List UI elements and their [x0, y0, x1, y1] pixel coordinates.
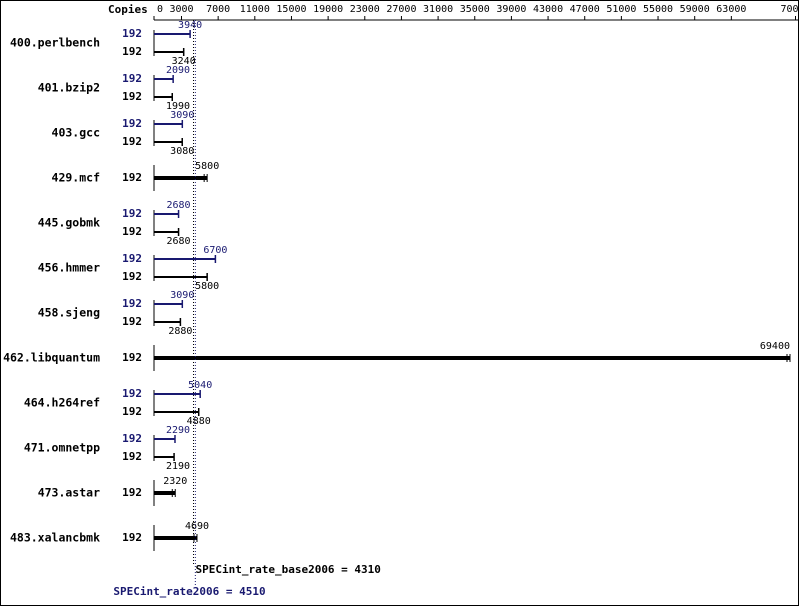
value-label: 2880 [168, 326, 192, 337]
value-label: 5040 [188, 380, 212, 391]
category-label: 473.astar [38, 486, 100, 500]
value-label: 3240 [172, 56, 196, 67]
x-tick-label: 11000 [240, 4, 270, 15]
copies-label: 192 [122, 297, 142, 310]
category-label: 456.hmmer [38, 261, 100, 275]
category-label: 403.gcc [52, 126, 100, 140]
x-tick-label: 15000 [276, 4, 306, 15]
x-tick-label: 7000 [206, 4, 230, 15]
value-label: 4880 [187, 416, 211, 427]
value-label: 4690 [185, 521, 209, 532]
x-tick-label: 35000 [460, 4, 490, 15]
copies-label: 192 [122, 270, 142, 283]
value-label: 3090 [170, 110, 194, 121]
value-label: 2290 [166, 425, 190, 436]
category-label: 401.bzip2 [38, 81, 100, 95]
category-label: 400.perlbench [10, 36, 100, 50]
x-tick-label: 19000 [313, 4, 343, 15]
category-label: 464.h264ref [24, 396, 100, 410]
value-label: 1990 [166, 101, 190, 112]
x-tick-label: 55000 [643, 4, 673, 15]
value-label: 3090 [170, 290, 194, 301]
value-label: 2680 [167, 236, 191, 247]
copies-label: 192 [122, 45, 142, 58]
category-label: 458.sjeng [38, 306, 100, 320]
copies-label: 192 [122, 171, 142, 184]
copies-label: 192 [122, 135, 142, 148]
x-tick-label: 51000 [606, 4, 636, 15]
copies-label: 192 [122, 90, 142, 103]
copies-label: 192 [122, 207, 142, 220]
x-tick-label: 47000 [570, 4, 600, 15]
x-tick-label: 70000 [780, 4, 799, 15]
copies-label: 192 [122, 432, 142, 445]
x-tick-label: 27000 [386, 4, 416, 15]
value-label: 5800 [195, 161, 219, 172]
reference-label: SPECint_rate_base2006 = 4310 [195, 563, 380, 576]
copies-label: 192 [122, 225, 142, 238]
copies-label: 192 [122, 351, 142, 364]
copies-label: 192 [122, 405, 142, 418]
x-tick-label: 59000 [680, 4, 710, 15]
copies-header: Copies [108, 3, 148, 16]
value-label: 69400 [760, 341, 790, 352]
category-label: 471.omnetpp [24, 441, 100, 455]
value-label: 2190 [166, 461, 190, 472]
value-label: 2320 [163, 476, 187, 487]
copies-label: 192 [122, 531, 142, 544]
category-label: 445.gobmk [38, 216, 100, 230]
x-tick-label: 31000 [423, 4, 453, 15]
copies-label: 192 [122, 252, 142, 265]
category-label: 429.mcf [52, 171, 101, 185]
copies-label: 192 [122, 486, 142, 499]
value-label: 3080 [170, 146, 194, 157]
value-label: 2090 [166, 65, 190, 76]
value-label: 5800 [195, 281, 219, 292]
value-label: 6700 [203, 245, 227, 256]
copies-label: 192 [122, 315, 142, 328]
copies-label: 192 [122, 72, 142, 85]
category-label: 462.libquantum [3, 351, 100, 365]
x-tick-label: 23000 [350, 4, 380, 15]
copies-label: 192 [122, 27, 142, 40]
copies-label: 192 [122, 387, 142, 400]
x-tick-label: 63000 [716, 4, 746, 15]
x-tick-label: 0 [157, 4, 163, 15]
x-tick-label: 39000 [496, 4, 526, 15]
category-label: 483.xalancbmk [10, 531, 100, 545]
copies-label: 192 [122, 117, 142, 130]
value-label: 2680 [167, 200, 191, 211]
x-tick-label: 43000 [533, 4, 563, 15]
copies-label: 192 [122, 450, 142, 463]
x-tick-label: 3000 [169, 4, 193, 15]
value-label: 3940 [178, 20, 202, 31]
reference-label: SPECint_rate2006 = 4510 [113, 585, 265, 598]
